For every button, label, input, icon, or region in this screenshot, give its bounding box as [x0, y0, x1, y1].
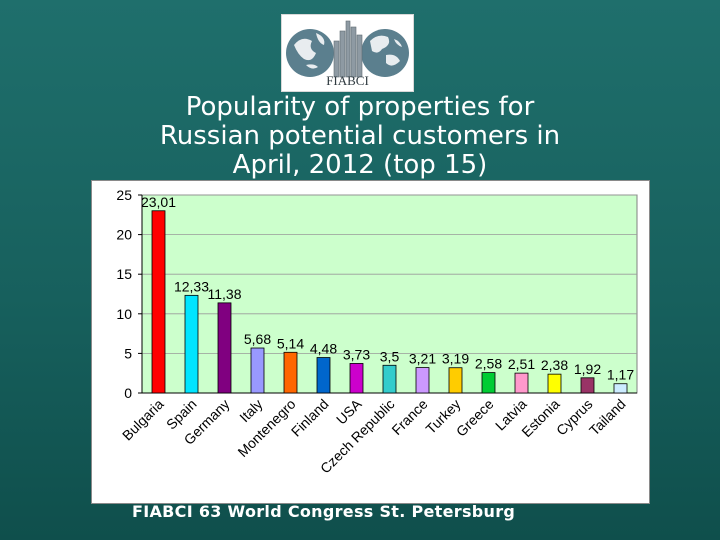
logo-text: FIABCI: [326, 73, 369, 88]
x-tick-label: Bulgaria: [119, 396, 167, 444]
x-tick-label: France: [388, 396, 430, 438]
bar: [580, 377, 595, 394]
bar: [349, 363, 364, 394]
data-label: 5,14: [277, 335, 304, 351]
y-tick-label: 25: [116, 187, 132, 203]
bar: [283, 351, 298, 394]
title-line-2: Russian potential customers in: [159, 121, 561, 151]
bar: [514, 372, 529, 394]
y-tick-label: 10: [116, 306, 132, 322]
data-label: 12,33: [174, 278, 209, 294]
data-label: 1,17: [607, 367, 634, 383]
data-label: 2,51: [508, 356, 535, 372]
x-tick-label: Cyprus: [553, 396, 596, 439]
data-label: 3,73: [343, 346, 370, 362]
x-tick-label: Finland: [288, 396, 332, 440]
bar: [151, 210, 166, 394]
footer-text: FIABCI 63 World Congress St. Petersburg: [132, 502, 516, 521]
bar: [448, 367, 463, 394]
title-line-3: April, 2012 (top 15): [232, 150, 488, 180]
data-label: 3,19: [442, 351, 469, 367]
fiabci-logo: FIABCI: [281, 14, 414, 92]
bar: [316, 357, 331, 394]
bar: [481, 372, 496, 394]
y-tick-label: 20: [116, 227, 132, 243]
data-label: 11,38: [208, 286, 242, 302]
bar: [415, 367, 430, 394]
data-label: 3,5: [380, 348, 400, 364]
bar: [613, 383, 628, 394]
slide-title: Popularity of properties for Russian pot…: [0, 93, 720, 180]
y-tick-label: 5: [124, 345, 132, 361]
bar: [217, 302, 232, 394]
data-label: 23,01: [141, 194, 176, 210]
globe-left-icon: [286, 29, 334, 77]
bar: [250, 347, 265, 394]
bar: [382, 364, 397, 394]
data-label: 4,48: [310, 341, 337, 357]
title-line-1: Popularity of properties for: [185, 92, 535, 122]
data-label: 3,21: [409, 351, 436, 367]
x-tick-label: Estonia: [518, 396, 562, 440]
globe-right-icon: [361, 29, 409, 77]
chart-frame: 0 5 10 15 20 25 23,01 Bulgaria 12,33 Spain 11,38 Ge…: [91, 180, 650, 504]
data-label: 2,58: [475, 356, 502, 372]
bar: [184, 294, 199, 394]
y-tick-label: 0: [124, 385, 132, 401]
x-tick-label: Greece: [453, 396, 497, 440]
y-tick-label: 15: [116, 266, 132, 282]
data-label: 2,38: [541, 357, 568, 373]
x-tick-label: Tailand: [586, 396, 629, 439]
data-label: 5,68: [244, 331, 271, 347]
bar: [547, 373, 562, 394]
skyscrapers-icon: [333, 20, 363, 78]
data-label: 1,92: [574, 361, 601, 377]
